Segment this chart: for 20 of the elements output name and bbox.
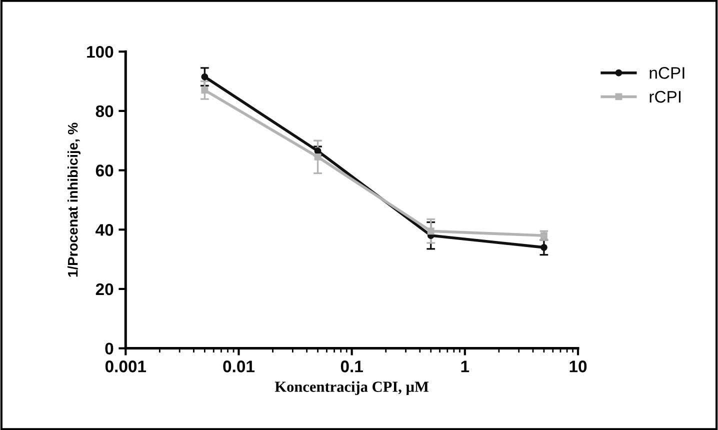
x-axis-title: Koncentracija CPI, µM [274,381,429,396]
y-tick-label: 20 [96,283,114,296]
y-axis-title: 1/Procenat inhibicije, % [68,122,80,277]
x-tick-label: 10 [570,360,587,372]
point [201,73,208,80]
y-tick-label: 100 [87,46,114,58]
x-tick-label: 1 [461,360,470,372]
y-tick-label: 40 [96,224,114,236]
y-tick-label: 0 [105,342,114,355]
legend-label: rCPI [650,90,680,103]
point [201,86,208,94]
x-tick-label: 0.01 [223,360,254,372]
point [427,228,434,235]
point [540,244,548,251]
x-tick-label: 0.001 [105,360,146,372]
y-tick-label: 80 [96,105,114,118]
legend-label: nCPI [650,67,684,79]
x-tick-label: 0.1 [340,360,363,372]
y-tick-label: 60 [96,164,114,176]
point [314,153,322,160]
